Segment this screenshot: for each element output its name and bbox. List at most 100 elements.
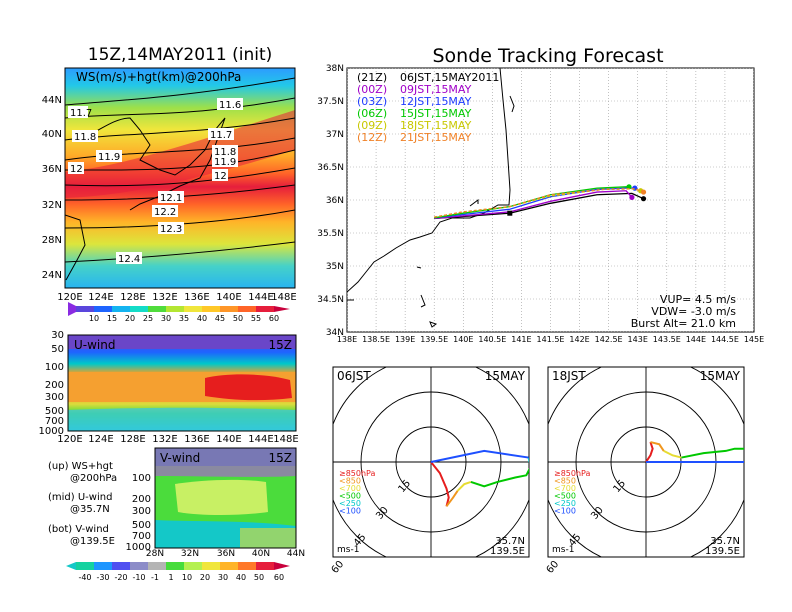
svg-text:-1: -1 xyxy=(151,573,159,582)
v-wind-panel: V-wind 15Z 100 200 300 500 700 1000 28N … xyxy=(126,447,305,559)
svg-text:44N: 44N xyxy=(287,549,305,559)
svg-text:12.3: 12.3 xyxy=(160,224,182,235)
svg-text:20: 20 xyxy=(200,573,210,582)
svg-text:50: 50 xyxy=(51,344,64,355)
hodo-level-label: <500 xyxy=(554,492,576,501)
svg-text:1000: 1000 xyxy=(126,542,151,553)
u-jet-max xyxy=(205,374,292,401)
svg-text:300: 300 xyxy=(132,506,151,517)
svg-text:30: 30 xyxy=(218,573,228,582)
svg-text:132E: 132E xyxy=(152,292,177,303)
svg-text:11.9: 11.9 xyxy=(98,152,120,163)
svg-text:200: 200 xyxy=(132,494,151,505)
svg-text:136E: 136E xyxy=(184,292,209,303)
legend-code: (00Z) xyxy=(357,83,387,96)
svg-text:-20: -20 xyxy=(114,573,127,582)
hodo-left-lat: 35.7N xyxy=(495,536,525,547)
map-x-tick: 145E xyxy=(744,335,764,344)
svg-text:28N: 28N xyxy=(146,549,164,559)
svg-text:120E: 120E xyxy=(57,434,82,445)
map-x-tick: 143.5E xyxy=(653,335,681,344)
ws-panel-label: WS(m/s)+hgt(km)@200hPa xyxy=(76,70,241,84)
hodo-right-date: 15MAY xyxy=(700,369,741,383)
hodo-trace xyxy=(645,441,654,463)
hodo-left-unit: ms-1 xyxy=(337,545,359,555)
track-line xyxy=(434,190,633,220)
ws-panel: WS(m/s)+hgt(km)@200hPa 11.6 11.7 11.8 11… xyxy=(42,67,297,323)
svg-text:11.8: 11.8 xyxy=(74,132,96,143)
svg-text:10: 10 xyxy=(89,314,99,323)
legend-code: (03Z) xyxy=(357,95,387,108)
svg-text:12: 12 xyxy=(70,164,83,175)
main-title: Sonde Tracking Forecast xyxy=(432,45,663,67)
map-x-tick: 141.5E xyxy=(537,335,565,344)
hodo-level-label: ≥850hPa xyxy=(554,469,591,478)
svg-text:15: 15 xyxy=(107,314,117,323)
map-y-tick: 34N xyxy=(326,328,344,338)
hodo-right-lon: 139.5E xyxy=(705,546,740,557)
svg-text:200: 200 xyxy=(45,380,64,391)
svg-text:124E: 124E xyxy=(88,292,113,303)
svg-text:144E: 144E xyxy=(248,434,273,445)
v-max xyxy=(175,479,268,515)
svg-text:40: 40 xyxy=(236,573,246,582)
svg-text:11.7: 11.7 xyxy=(210,130,232,141)
svg-text:300: 300 xyxy=(45,392,64,403)
hodo-trace xyxy=(430,449,529,463)
hodo-level-label: <100 xyxy=(554,507,576,516)
v-panel-label: V-wind xyxy=(160,451,200,465)
map-x-tick: 142E xyxy=(569,335,589,344)
launch-marker xyxy=(507,210,513,216)
hodo-right-unit: ms-1 xyxy=(552,545,574,555)
hodo-left-time: 06JST xyxy=(337,369,371,383)
legend-code: (12Z) xyxy=(357,131,387,144)
init-title: 15Z,14MAY2011 (init) xyxy=(88,45,273,65)
svg-text:124E: 124E xyxy=(88,434,113,445)
svg-text:30: 30 xyxy=(161,314,171,323)
hodo-trace xyxy=(650,441,665,452)
map-x-tick: 140.5E xyxy=(478,335,506,344)
legend-time: 21JST,15MAY xyxy=(400,131,472,144)
svg-text:Burst Alt= 21.0 km: Burst Alt= 21.0 km xyxy=(631,317,736,330)
map-y-tick: 37.5N xyxy=(317,97,344,107)
hodo-trace xyxy=(757,455,761,462)
svg-text:VDW= -3.0 m/s: VDW= -3.0 m/s xyxy=(651,305,736,318)
hodo-trace xyxy=(470,467,529,488)
svg-text:55: 55 xyxy=(251,314,261,323)
svg-text:500: 500 xyxy=(132,520,151,531)
hodo-trace xyxy=(663,450,682,459)
svg-text:11.8: 11.8 xyxy=(214,147,236,158)
svg-text:120E: 120E xyxy=(57,292,82,303)
map-y-tick: 38N xyxy=(326,64,344,74)
hodo-level-label: <250 xyxy=(339,499,361,508)
legend-code: (09Z) xyxy=(357,119,387,132)
svg-text:500: 500 xyxy=(45,406,64,417)
svg-text:30: 30 xyxy=(51,330,64,341)
panel-notes: (up) WS+hgt @200hPa (mid) U-wind @35.7N … xyxy=(48,461,117,547)
u-wind-panel: U-wind 15Z 30 50 100 200 300 500 700 100… xyxy=(39,330,299,445)
svg-text:11.9: 11.9 xyxy=(214,157,236,168)
svg-text:12.4: 12.4 xyxy=(118,254,140,265)
v-panel-time: 15Z xyxy=(269,451,293,465)
jet-core xyxy=(65,110,295,198)
map-x-tick: 141E xyxy=(511,335,531,344)
track-line xyxy=(434,187,635,219)
svg-text:148E: 148E xyxy=(273,434,298,445)
svg-text:-10: -10 xyxy=(132,573,145,582)
svg-text:VUP= 4.5 m/s: VUP= 4.5 m/s xyxy=(660,293,736,306)
svg-text:11.6: 11.6 xyxy=(219,100,241,111)
svg-text:148E: 148E xyxy=(271,292,296,303)
svg-text:@139.5E: @139.5E xyxy=(70,536,115,547)
landing-point xyxy=(629,194,635,200)
svg-text:11.7: 11.7 xyxy=(70,108,92,119)
svg-text:700: 700 xyxy=(132,531,151,542)
svg-text:1000: 1000 xyxy=(39,426,64,437)
hodo-level-label: <100 xyxy=(339,507,361,516)
hodo-level-label: <700 xyxy=(554,484,576,493)
svg-text:10: 10 xyxy=(182,573,192,582)
hodo-level-label: <250 xyxy=(554,499,576,508)
map-y-tick: 36.5N xyxy=(317,163,344,173)
map-y-tick: 34.5N xyxy=(317,295,344,305)
track-line xyxy=(434,192,644,220)
